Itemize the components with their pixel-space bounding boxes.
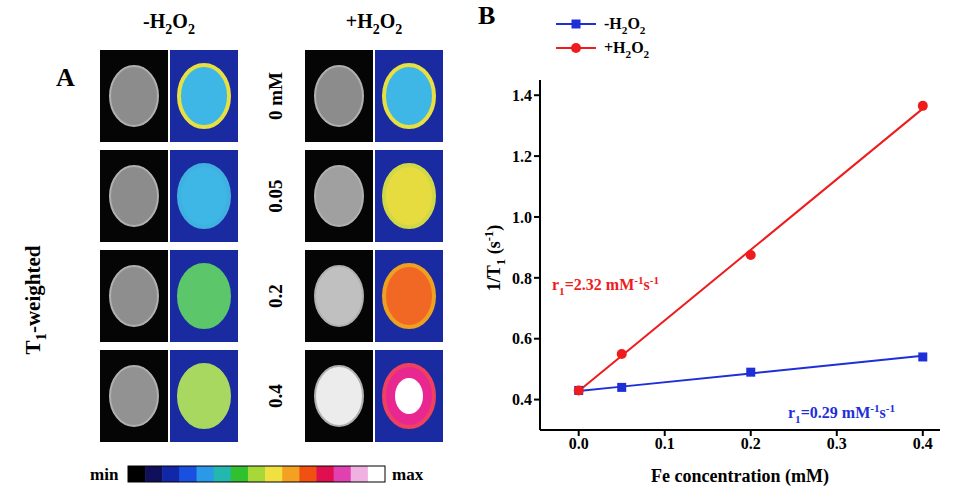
svg-text:0.6: 0.6	[512, 330, 532, 347]
svg-text:0.4: 0.4	[512, 391, 532, 408]
svg-text:T1-weighted: T1-weighted	[21, 245, 49, 354]
svg-text:1.4: 1.4	[512, 87, 532, 104]
svg-text:0.2: 0.2	[741, 435, 761, 452]
svg-text:0 mM: 0 mM	[265, 72, 286, 120]
svg-text:0.1: 0.1	[655, 435, 675, 452]
svg-text:0.4: 0.4	[265, 384, 286, 408]
svg-text:Fe concentration (mM): Fe concentration (mM)	[651, 466, 829, 487]
svg-text:1.0: 1.0	[512, 209, 532, 226]
svg-text:-H2O2: -H2O2	[604, 15, 646, 36]
svg-text:max: max	[392, 465, 424, 484]
svg-text:min: min	[90, 465, 119, 484]
svg-text:0.2: 0.2	[265, 284, 286, 308]
svg-text:1/T1 (s-1): 1/T1 (s-1)	[482, 225, 509, 291]
svg-text:r1=0.29 mM-1s-1: r1=0.29 mM-1s-1	[788, 402, 896, 425]
svg-text:+H2O2: +H2O2	[346, 10, 403, 37]
svg-text:1.2: 1.2	[512, 148, 532, 165]
svg-text:0.3: 0.3	[827, 435, 847, 452]
svg-text:B: B	[478, 1, 495, 30]
svg-text:r1=2.32 mM-1s-1: r1=2.32 mM-1s-1	[552, 274, 660, 297]
svg-text:0.8: 0.8	[512, 270, 532, 287]
svg-text:0.4: 0.4	[913, 435, 933, 452]
svg-text:-H2O2: -H2O2	[143, 10, 195, 37]
svg-text:+H2O2: +H2O2	[604, 39, 650, 60]
svg-text:A: A	[56, 63, 75, 92]
svg-text:0.05: 0.05	[265, 179, 286, 212]
svg-text:0.0: 0.0	[569, 435, 589, 452]
